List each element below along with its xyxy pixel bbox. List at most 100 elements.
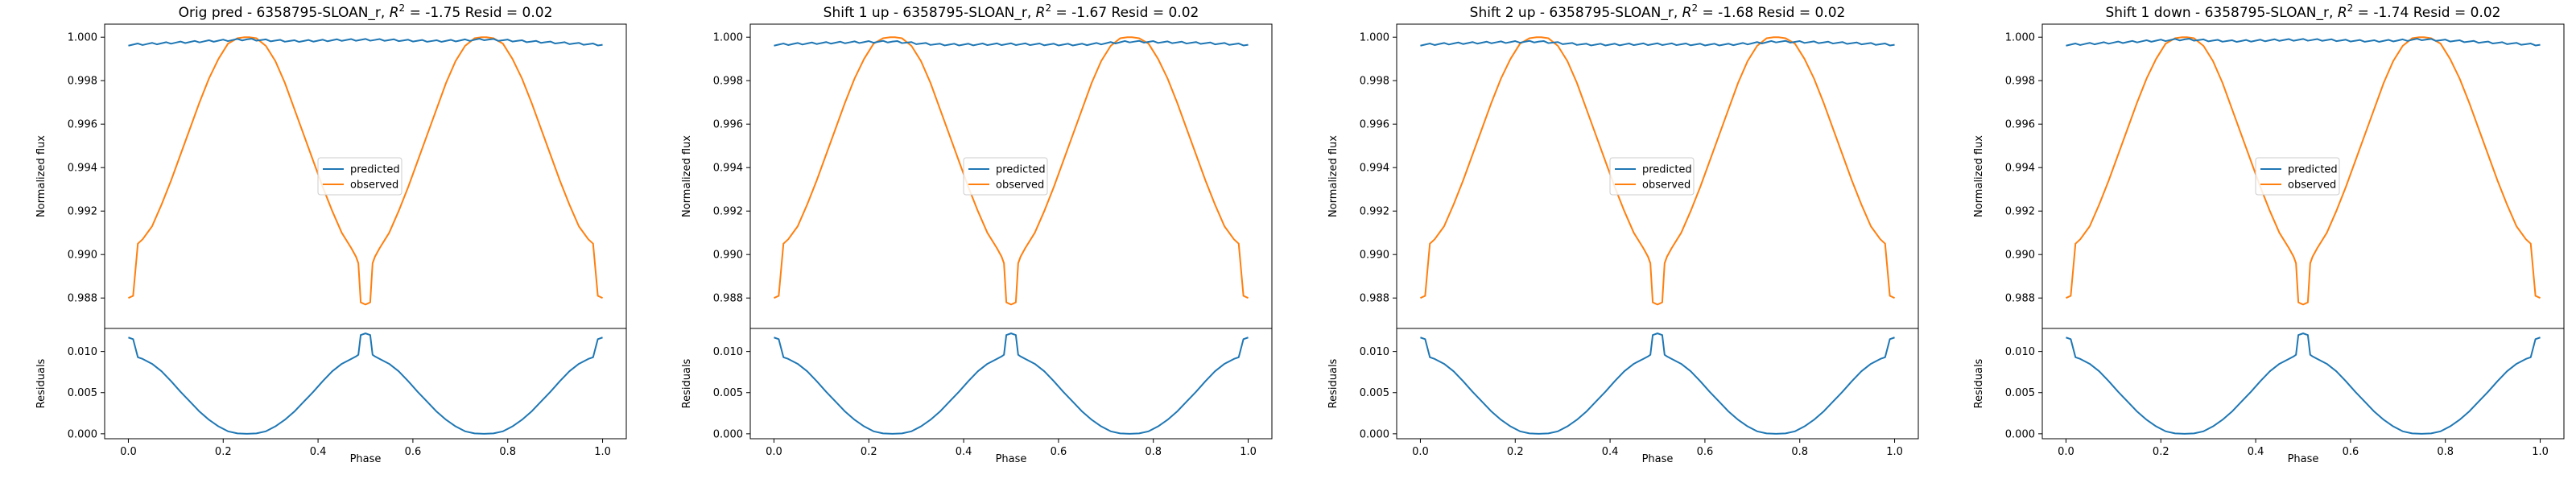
- legend-label-predicted: predicted: [996, 164, 1046, 176]
- flux-ytick-label: 0.990: [713, 250, 743, 262]
- subplot-4: Shift 1 down - 6358795-SLOAN_r, R2 = -1.…: [1973, 2, 2565, 465]
- flux-ytick-label: 0.998: [713, 76, 743, 88]
- flux-ytick-label: 0.992: [68, 206, 97, 218]
- residual-axes-frame: [1396, 328, 1919, 440]
- flux-ytick-label: 0.996: [68, 119, 97, 131]
- xtick-label: 0.8: [1791, 446, 1808, 458]
- resid-ytick-label: 0.010: [1360, 346, 1389, 358]
- flux-ylabel: Normalized flux: [35, 135, 47, 217]
- title-prefix: Shift 2 up - 6358795-SLOAN_r,: [1470, 5, 1682, 21]
- xtick-label: 0.6: [1697, 446, 1714, 458]
- xtick-label: 1.0: [1240, 446, 1257, 458]
- flux-ytick-label: 0.990: [68, 250, 97, 262]
- xtick-label: 1.0: [1886, 446, 1903, 458]
- panel-title: Shift 2 up - 6358795-SLOAN_r, R2 = -1.68…: [1470, 2, 1846, 21]
- subplot-2: Shift 1 up - 6358795-SLOAN_r, R2 = -1.67…: [681, 2, 1273, 465]
- flux-ytick-label: 0.998: [1360, 76, 1389, 88]
- flux-ytick-label: 0.994: [1360, 163, 1389, 175]
- xtick-label: 0.6: [1051, 446, 1067, 458]
- resid-ytick-label: 0.010: [713, 346, 743, 358]
- xtick-label: 0.0: [1412, 446, 1429, 458]
- panels: Orig pred - 6358795-SLOAN_r, R2 = -1.75 …: [35, 2, 2565, 465]
- flux-ytick-label: 1.000: [713, 32, 743, 44]
- legend: predicted observed: [1609, 157, 1695, 196]
- subplot-3: Shift 2 up - 6358795-SLOAN_r, R2 = -1.68…: [1327, 2, 1919, 465]
- flux-ytick-label: 0.990: [1360, 250, 1389, 262]
- flux-ylabel: Normalized flux: [1973, 135, 1985, 217]
- flux-ytick-label: 0.996: [1360, 119, 1389, 131]
- flux-ytick-label: 0.992: [1360, 206, 1389, 218]
- title-suffix: = -1.67 Resid = 0.02: [1051, 5, 1199, 21]
- title-suffix: = -1.68 Resid = 0.02: [1698, 5, 1845, 21]
- title-prefix: Shift 1 up - 6358795-SLOAN_r,: [824, 5, 1036, 21]
- xlabel: Phase: [996, 453, 1027, 465]
- xtick-label: 0.4: [956, 446, 972, 458]
- xlabel: Phase: [1642, 453, 1674, 465]
- flux-ylabel: Normalized flux: [681, 135, 693, 217]
- legend-label-observed: observed: [996, 180, 1044, 192]
- xtick-label: 1.0: [2532, 446, 2549, 458]
- resid-ytick-label: 0.005: [2005, 387, 2035, 399]
- xtick-label: 0.2: [2153, 446, 2169, 458]
- xtick-label: 0.4: [310, 446, 327, 458]
- flux-ytick-label: 1.000: [68, 32, 97, 44]
- flux-ytick-label: 1.000: [2005, 32, 2035, 44]
- legend: predicted observed: [963, 157, 1048, 196]
- flux-ytick-label: 0.992: [713, 206, 743, 218]
- residual-axes-frame: [104, 328, 627, 440]
- title-prefix: Shift 1 down - 6358795-SLOAN_r,: [2106, 5, 2338, 21]
- flux-ytick-label: 0.998: [68, 76, 97, 88]
- resid-ytick-label: 0.000: [713, 428, 743, 440]
- title-r-symbol: R: [1682, 5, 1692, 21]
- flux-ytick-label: 0.992: [2005, 206, 2035, 218]
- resid-ylabel: Residuals: [681, 358, 693, 408]
- title-suffix: = -1.74 Resid = 0.02: [2353, 5, 2500, 21]
- legend-box: [2255, 157, 2340, 196]
- title-prefix: Orig pred - 6358795-SLOAN_r,: [179, 5, 390, 21]
- panel-title: Shift 1 down - 6358795-SLOAN_r, R2 = -1.…: [2106, 2, 2501, 21]
- series-residuals: [1420, 332, 1895, 435]
- legend-label-predicted: predicted: [350, 164, 400, 176]
- resid-ytick-label: 0.005: [1360, 387, 1389, 399]
- legend: predicted observed: [2255, 157, 2340, 196]
- xtick-label: 0.8: [1145, 446, 1162, 458]
- flux-ytick-label: 0.994: [68, 163, 97, 175]
- flux-ytick-label: 0.994: [2005, 163, 2035, 175]
- series-residuals: [2066, 332, 2541, 435]
- legend-label-observed: observed: [350, 180, 398, 192]
- flux-ytick-label: 0.988: [1360, 293, 1389, 305]
- resid-ylabel: Residuals: [35, 358, 47, 408]
- flux-ytick-label: 0.990: [2005, 250, 2035, 262]
- series-predicted: [1420, 39, 1895, 47]
- xtick-label: 1.0: [594, 446, 611, 458]
- resid-ylabel: Residuals: [1327, 358, 1340, 408]
- xtick-label: 0.8: [499, 446, 516, 458]
- legend-label-observed: observed: [1642, 180, 1690, 192]
- xlabel: Phase: [2288, 453, 2319, 465]
- series-residuals: [774, 332, 1249, 435]
- legend-box: [317, 157, 402, 196]
- xtick-label: 0.0: [120, 446, 137, 458]
- resid-ylabel: Residuals: [1973, 358, 1985, 408]
- resid-ytick-label: 0.010: [68, 346, 97, 358]
- xtick-label: 0.6: [2343, 446, 2359, 458]
- legend-label-predicted: predicted: [1642, 164, 1692, 176]
- xlabel: Phase: [350, 453, 382, 465]
- resid-ytick-label: 0.010: [2005, 346, 2035, 358]
- series-observed: [128, 36, 603, 306]
- title-r-symbol: R: [2338, 5, 2347, 21]
- flux-ylabel: Normalized flux: [1327, 135, 1340, 217]
- flux-ytick-label: 0.994: [713, 163, 743, 175]
- series-observed: [2066, 36, 2541, 306]
- resid-ytick-label: 0.000: [2005, 428, 2035, 440]
- flux-ytick-label: 0.996: [2005, 119, 2035, 131]
- flux-ytick-label: 0.998: [2005, 76, 2035, 88]
- xtick-label: 0.2: [861, 446, 877, 458]
- xtick-label: 0.8: [2437, 446, 2454, 458]
- flux-ytick-label: 0.988: [2005, 293, 2035, 305]
- xtick-label: 0.4: [1602, 446, 1619, 458]
- series-observed: [774, 36, 1249, 306]
- xtick-label: 0.4: [2248, 446, 2264, 458]
